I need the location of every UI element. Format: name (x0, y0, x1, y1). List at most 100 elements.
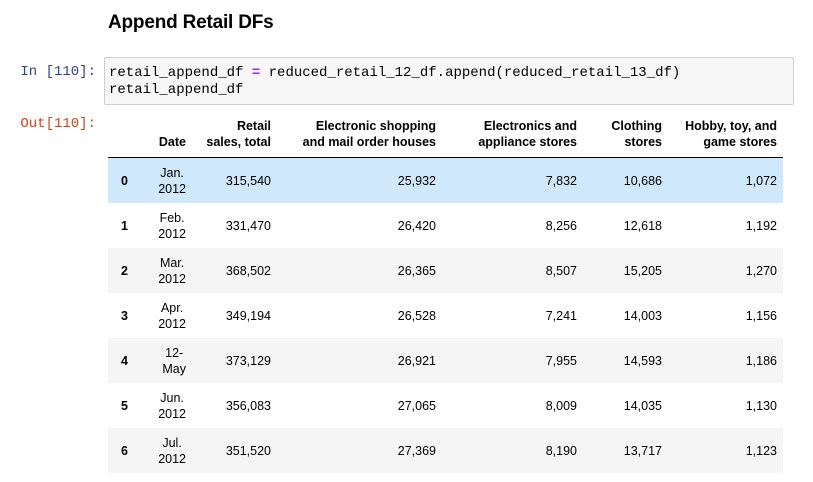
hobby-toy-cell: 1,270 (745, 263, 777, 278)
date-text: Feb. 2012 (158, 210, 186, 242)
table-row[interactable]: 3 Apr. 2012 349,194 26,528 7,241 14,003 1,156 (108, 293, 783, 338)
hobby-toy-cell: 1,123 (745, 443, 777, 458)
date-text: Mar. 2012 (158, 255, 186, 287)
electronics-appliance-cell: 8,507 (545, 263, 577, 278)
table-body: 0 Jan. 2012 315,540 25,932 7,832 10,686 1,072 1 F… (108, 157, 783, 473)
row-index: 1 (121, 218, 128, 233)
date-cell: Jun. 2012 (148, 383, 192, 428)
retail-sales-cell: 331,470 (225, 218, 271, 233)
hobby-toy-cell: 1,192 (745, 218, 777, 233)
date-line1: Jul. (162, 435, 182, 450)
electronic-shopping-cell: 26,528 (397, 308, 436, 323)
date-line2: 2012 (158, 271, 186, 286)
retail-sales-cell: 351,520 (225, 443, 271, 458)
clothing-stores-cell: 13,717 (623, 443, 662, 458)
date-line2: 2012 (158, 316, 186, 331)
date-cell: Feb. 2012 (148, 203, 192, 248)
retail-sales-cell: 349,194 (225, 308, 271, 323)
table-row[interactable]: 0 Jan. 2012 315,540 25,932 7,832 10,686 1,072 (108, 157, 783, 204)
electronic-shopping-cell: 26,365 (397, 263, 436, 278)
electronics-appliance-cell: 8,009 (545, 398, 577, 413)
code-line1-left: retail_append_df (109, 65, 252, 81)
clothing-stores-cell: 14,035 (623, 398, 662, 413)
date-text: Jul. 2012 (158, 435, 186, 467)
table-row[interactable]: 1 Feb. 2012 331,470 26,420 8,256 12,618 1,192 (108, 203, 783, 248)
code-line1-right: reduced_retail_12_df.append(reduced_reta… (260, 65, 681, 81)
date-line2: 2012 (158, 406, 186, 421)
electronics-appliance-cell: 7,955 (545, 353, 577, 368)
date-line1: Jun. (160, 390, 184, 405)
clothing-stores-cell: 14,593 (623, 353, 662, 368)
electronics-appliance-cell: 8,256 (545, 218, 577, 233)
date-text: 12- May (162, 345, 186, 377)
output-prompt: Out[110]: (20, 116, 96, 132)
column-header-line2: sales, total (206, 135, 271, 149)
row-index: 3 (121, 308, 128, 323)
date-text: Jan. 2012 (158, 165, 186, 197)
date-line1: 12- (165, 345, 184, 360)
electronic-shopping-cell: 27,065 (397, 398, 436, 413)
retail-sales-cell: 368,502 (225, 263, 271, 278)
date-cell: Jul. 2012 (148, 428, 192, 473)
date-line1: Feb. (159, 210, 185, 225)
code-line2: retail_append_df (109, 82, 244, 98)
column-header-line1: Hobby, toy, and (685, 119, 777, 133)
column-header-line1: Electronics and (483, 119, 577, 133)
date-line2: May (162, 361, 186, 376)
date-cell: Jan. 2012 (148, 158, 192, 204)
clothing-stores-cell: 14,003 (623, 308, 662, 323)
column-header-line2: appliance stores (478, 135, 577, 149)
date-cell: Apr. 2012 (148, 293, 192, 338)
row-index: 0 (121, 173, 128, 188)
electronics-appliance-cell: 7,241 (545, 308, 577, 323)
row-index: 5 (121, 398, 128, 413)
assignment-operator: = (251, 65, 261, 81)
retail-sales-cell: 373,129 (225, 353, 271, 368)
input-prompt: In [110]: (20, 64, 96, 80)
table-header-row: Date Retail sales, total Electronic shoppin… (108, 114, 783, 158)
electronic-shopping-cell: 26,420 (397, 218, 436, 233)
clothing-stores-header: Clothing stores (583, 114, 668, 158)
column-header-line1: Retail (236, 119, 271, 133)
date-cell: 12- May (148, 338, 192, 383)
electronics-appliance-cell: 7,832 (545, 173, 577, 188)
clothing-stores-cell: 15,205 (623, 263, 662, 278)
electronic-shopping-cell: 25,932 (397, 173, 436, 188)
date-line1: Jan. (160, 165, 184, 180)
code-cell[interactable]: retail_append_df = reduced_retail_12_df.… (104, 57, 794, 105)
retail-sales-cell: 356,083 (225, 398, 271, 413)
electronic-shopping-cell: 27,369 (397, 443, 436, 458)
row-index: 2 (121, 263, 128, 278)
column-header-line2: and mail order houses (302, 135, 436, 149)
clothing-stores-cell: 10,686 (623, 173, 662, 188)
date-line1: Apr. (160, 300, 184, 315)
table-row[interactable]: 2 Mar. 2012 368,502 26,365 8,507 15,205 1,270 (108, 248, 783, 293)
hobby-toy-cell: 1,130 (745, 398, 777, 413)
electronics-appliance-cell: 8,190 (545, 443, 577, 458)
output-area: Date Retail sales, total Electronic shoppin… (108, 114, 783, 473)
column-header-line1: Electronic shopping (315, 119, 436, 133)
date-header: Date (148, 114, 192, 158)
date-cell: Mar. 2012 (148, 248, 192, 293)
date-line1: Mar. (159, 255, 185, 270)
dataframe-table: Date Retail sales, total Electronic shoppin… (108, 114, 783, 473)
electronic-shopping-cell: 26,921 (397, 353, 436, 368)
section-heading: Append Retail DFs (108, 12, 274, 33)
table-row[interactable]: 6 Jul. 2012 351,520 27,369 8,190 13,717 1,123 (108, 428, 783, 473)
date-text: Apr. 2012 (158, 300, 186, 332)
date-line2: 2012 (158, 451, 186, 466)
retail-sales-cell: 315,540 (225, 173, 271, 188)
electronics-appliance-header: Electronics and appliance stores (442, 114, 583, 158)
table-row[interactable]: 5 Jun. 2012 356,083 27,065 8,009 14,035 1,130 (108, 383, 783, 428)
column-header-line1: Clothing (611, 119, 662, 133)
column-header-line2: Date (158, 135, 186, 149)
hobby-toy-cell: 1,186 (745, 353, 777, 368)
column-header-line2: stores (624, 135, 662, 149)
row-index: 6 (121, 443, 128, 458)
date-text: Jun. 2012 (158, 390, 186, 422)
clothing-stores-cell: 12,618 (623, 218, 662, 233)
hobby-toy-cell: 1,072 (745, 173, 777, 188)
retail-sales-header: Retail sales, total (192, 114, 277, 158)
table-row[interactable]: 4 12- May 373,129 26,921 7,955 14,593 1,186 (108, 338, 783, 383)
index-header (108, 114, 148, 158)
